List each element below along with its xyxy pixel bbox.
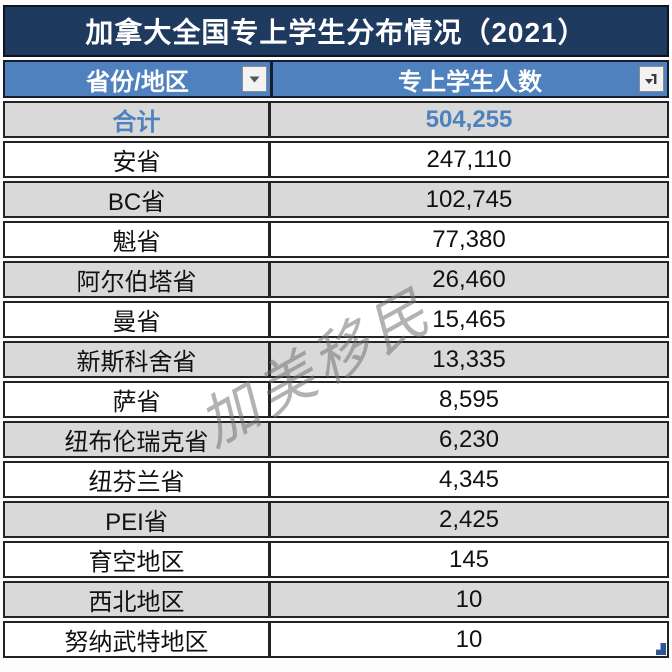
- table-row: 新斯科舍省 13,335: [3, 341, 669, 378]
- province-cell: 纽芬兰省: [5, 463, 271, 496]
- count-cell: 504,255: [425, 105, 513, 133]
- province-cell: 纽布伦瑞克省: [5, 423, 271, 456]
- table-header-row: 省份/地区 专上学生人数: [3, 60, 669, 98]
- table-row: 纽布伦瑞克省 6,230: [3, 421, 669, 458]
- province-cell: 阿尔伯塔省: [5, 263, 271, 296]
- count-cell: 26,460: [432, 265, 506, 293]
- table-row: 魁省 77,380: [3, 221, 669, 258]
- province-cell: 魁省: [5, 223, 271, 256]
- column-header-count-label: 专上学生人数: [398, 68, 542, 96]
- sort-descending-filter-icon: [645, 73, 657, 84]
- province-cell: 育空地区: [5, 543, 271, 576]
- province-cell: 西北地区: [5, 583, 271, 616]
- count-cell: 102,745: [425, 185, 513, 213]
- count-cell: 13,335: [432, 345, 506, 373]
- province-cell: 曼省: [5, 303, 271, 336]
- count-cell: 10: [455, 585, 483, 613]
- province-cell: 努纳武特地区: [5, 623, 271, 656]
- column-header-province: 省份/地区: [3, 60, 273, 98]
- province-cell: 萨省: [5, 383, 271, 416]
- table-row-total: 合计 504,255: [3, 101, 669, 138]
- page-title: 加拿大全国专上学生分布情况（2021）: [85, 17, 587, 48]
- province-cell: BC省: [5, 183, 271, 216]
- table-row: 阿尔伯塔省 26,460: [3, 261, 669, 298]
- table-row: 育空地区 145: [3, 541, 669, 578]
- table-row: 努纳武特地区 10: [3, 621, 669, 658]
- dropdown-arrow-icon: [249, 76, 260, 82]
- province-cell: 新斯科舍省: [5, 343, 271, 376]
- table-resize-handle[interactable]: [656, 643, 666, 655]
- count-cell: 15,465: [432, 305, 506, 333]
- count-cell: 6,230: [438, 425, 500, 453]
- table-row: 纽芬兰省 4,345: [3, 461, 669, 498]
- count-cell: 77,380: [432, 225, 506, 253]
- count-cell: 8,595: [438, 385, 500, 413]
- count-cell: 4,345: [438, 465, 500, 493]
- count-cell: 247,110: [426, 145, 512, 173]
- count-cell: 10: [455, 625, 483, 653]
- province-cell: 安省: [5, 143, 271, 176]
- province-filter-dropdown-button[interactable]: [242, 66, 267, 92]
- province-cell: 合计: [5, 103, 271, 136]
- table-row: BC省 102,745: [3, 181, 669, 218]
- column-header-count: 专上学生人数: [273, 60, 669, 98]
- table-row: 萨省 8,595: [3, 381, 669, 418]
- count-cell: 2,425: [438, 505, 500, 533]
- count-cell: 145: [448, 545, 490, 573]
- table-row: 安省 247,110: [3, 141, 669, 178]
- table-row: 曼省 15,465: [3, 301, 669, 338]
- table-title-band: 加拿大全国专上学生分布情况（2021）: [3, 5, 669, 57]
- column-header-province-label: 省份/地区: [86, 68, 189, 96]
- count-filter-sort-button[interactable]: [639, 66, 664, 92]
- spreadsheet-table: 加拿大全国专上学生分布情况（2021） 省份/地区 专上学生人数 合计 50: [3, 5, 669, 661]
- province-cell: PEI省: [5, 503, 271, 536]
- table-row: 西北地区 10: [3, 581, 669, 618]
- table-row: PEI省 2,425: [3, 501, 669, 538]
